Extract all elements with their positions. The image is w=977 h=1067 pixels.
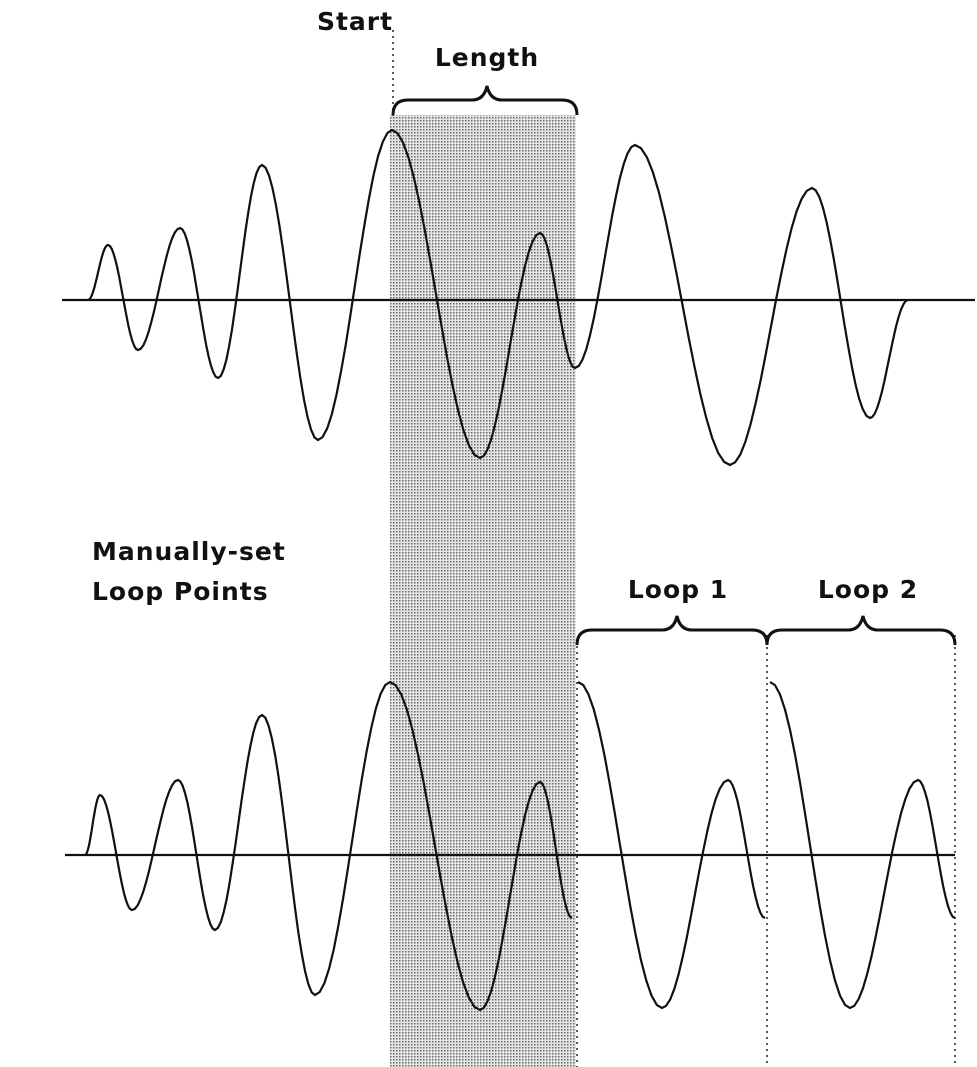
length-brace (391, 85, 579, 116)
loop2-brace (765, 615, 957, 646)
loop1-waveform (577, 681, 766, 1010)
length-label: Length (435, 43, 539, 72)
loop1-brace (575, 615, 769, 646)
selection-shade (390, 115, 576, 1067)
loop1-label: Loop 1 (628, 575, 728, 604)
start-label: Start (317, 7, 393, 36)
loop2-waveform (769, 681, 956, 1010)
top-waveform (87, 128, 909, 467)
manual-label-line1: Manually-set (92, 537, 286, 566)
waveforms (84, 128, 956, 1012)
loop2-label: Loop 2 (818, 575, 918, 604)
bottom-waveform (84, 680, 573, 1012)
manual-label-line2: Loop Points (92, 577, 269, 606)
